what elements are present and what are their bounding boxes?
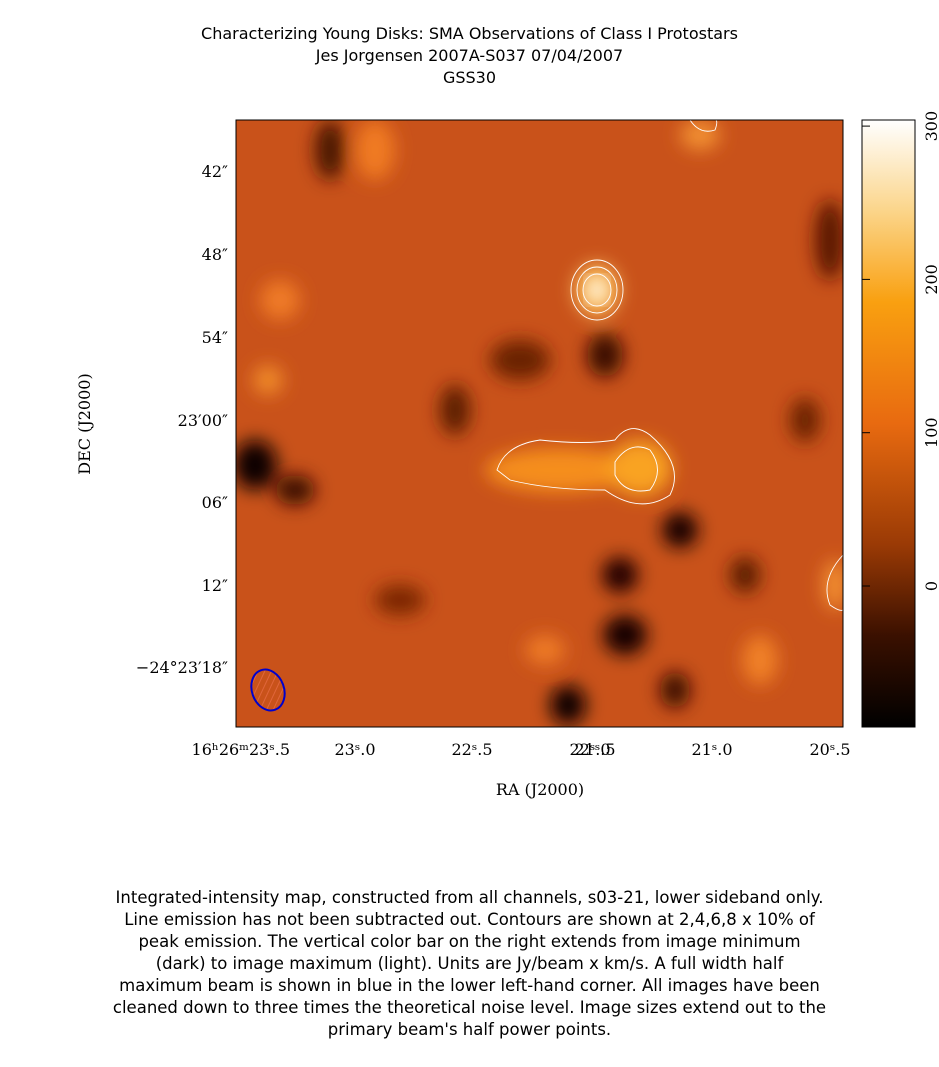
y-tick-label: −24°23′18″ [136,658,228,677]
y-tick-label: 23′00″ [178,411,228,430]
plot: 16ʰ26ᵐ23ˢ.5 23ˢ.0 22ˢ.5 22ˢ.0 21ˢ.5 21ˢ.… [75,111,939,799]
x-tick-label: 16ʰ26ᵐ23ˢ.5 [192,740,290,759]
title: Characterizing Young Disks: SMA Observat… [201,24,738,43]
x-tick-label: 22ˢ.0 [569,740,610,759]
color-bar-tick-label: 0 [922,581,939,591]
x-tick-label: 21ˢ.0 [691,740,732,759]
caption-line: peak emission. The vertical color bar on… [138,932,801,951]
caption-line: cleaned down to three times the theoreti… [112,998,827,1017]
y-tick-label: 06″ [202,493,228,512]
y-tick-label: 48″ [202,245,228,264]
caption-line: Line emission has not been subtracted ou… [124,910,815,929]
y-tick-label: 54″ [202,328,228,347]
x-tick-label: 22ˢ.5 [451,740,492,759]
color-bar-tick-label: 200 [922,264,939,295]
caption-line: (dark) to image maximum (light). Units a… [155,954,784,973]
y-tick-label: 42″ [202,162,228,181]
subtitle: Jes Jorgensen 2007A-S037 07/04/2007 [315,46,624,65]
x-tick-label: 21ˢ.5 [574,740,615,759]
x-tick-label: 23ˢ.0 [334,740,375,759]
caption-line: maximum beam is shown in blue in the low… [119,976,820,995]
intensity-map [236,120,843,727]
x-tick-label: 20ˢ.5 [809,740,850,759]
color-bar [861,119,916,728]
caption-line: Integrated-intensity map, constructed fr… [115,888,824,907]
caption: Integrated-intensity map, constructed fr… [0,887,939,1041]
y-axis-label: DEC (J2000) [75,373,94,474]
x-axis-label: RA (J2000) [496,780,584,799]
y-tick-label: 12″ [202,576,228,595]
color-bar-tick-label: 100 [922,417,939,448]
color-bar-tick-label: 300 [922,111,939,142]
source-name: GSS30 [442,68,497,87]
caption-line: primary beam's half power points. [327,1020,612,1039]
